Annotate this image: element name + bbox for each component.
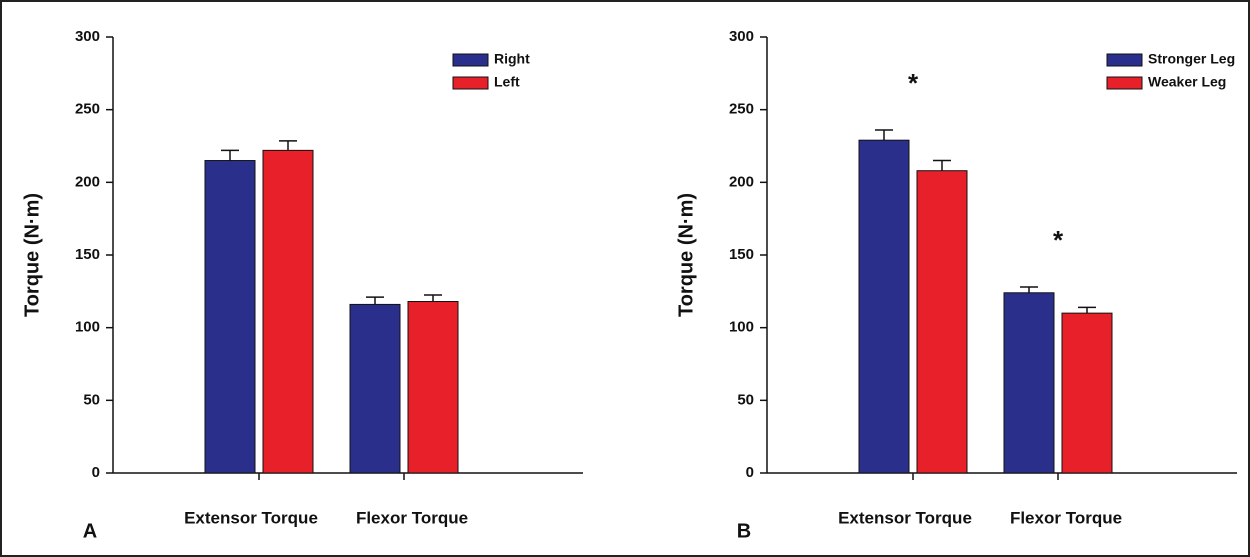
legend-label: Stronger Leg (1148, 51, 1235, 67)
bar (916, 170, 968, 474)
legend-swatch (1106, 76, 1143, 90)
x-tick-label: Extensor Torque (184, 508, 318, 527)
bar (262, 149, 314, 474)
y-tick-label: 100 (75, 319, 100, 336)
y-tick-label: 150 (729, 246, 754, 263)
y-tick-label: 50 (83, 391, 100, 408)
legend-label: Right (494, 51, 530, 67)
bar (1003, 292, 1055, 474)
bar (349, 303, 401, 474)
legend-label: Left (494, 74, 520, 90)
x-tick-label: Flexor Torque (1010, 508, 1122, 527)
y-tick-label: 200 (729, 173, 754, 190)
x-tick-label: Flexor Torque (356, 508, 468, 527)
y-axis-label: Torque (N·m) (21, 193, 43, 317)
bar (407, 301, 459, 474)
y-tick-label: 0 (92, 464, 100, 481)
y-tick-label: 300 (729, 28, 754, 45)
bar (858, 139, 910, 474)
legend-label: Weaker Leg (1148, 74, 1226, 90)
y-tick-label: 250 (75, 101, 100, 118)
annotation: * (1053, 225, 1064, 255)
legend-swatch (1106, 53, 1143, 67)
y-tick-label: 0 (746, 464, 754, 481)
y-tick-label: 250 (729, 101, 754, 118)
y-axis-label: Torque (N·m) (675, 193, 697, 317)
y-tick-label: 50 (737, 391, 754, 408)
y-tick-label: 150 (75, 246, 100, 263)
y-tick-label: 300 (75, 28, 100, 45)
y-tick-label: 100 (729, 319, 754, 336)
bar (204, 160, 256, 474)
y-tick-label: 200 (75, 173, 100, 190)
legend-swatch (452, 76, 489, 90)
x-tick-label: Extensor Torque (838, 508, 972, 527)
panel-label: A (83, 520, 97, 542)
bar (1061, 312, 1113, 474)
annotation: * (908, 68, 919, 98)
panel-label: B (737, 520, 751, 542)
legend-swatch (452, 53, 489, 67)
